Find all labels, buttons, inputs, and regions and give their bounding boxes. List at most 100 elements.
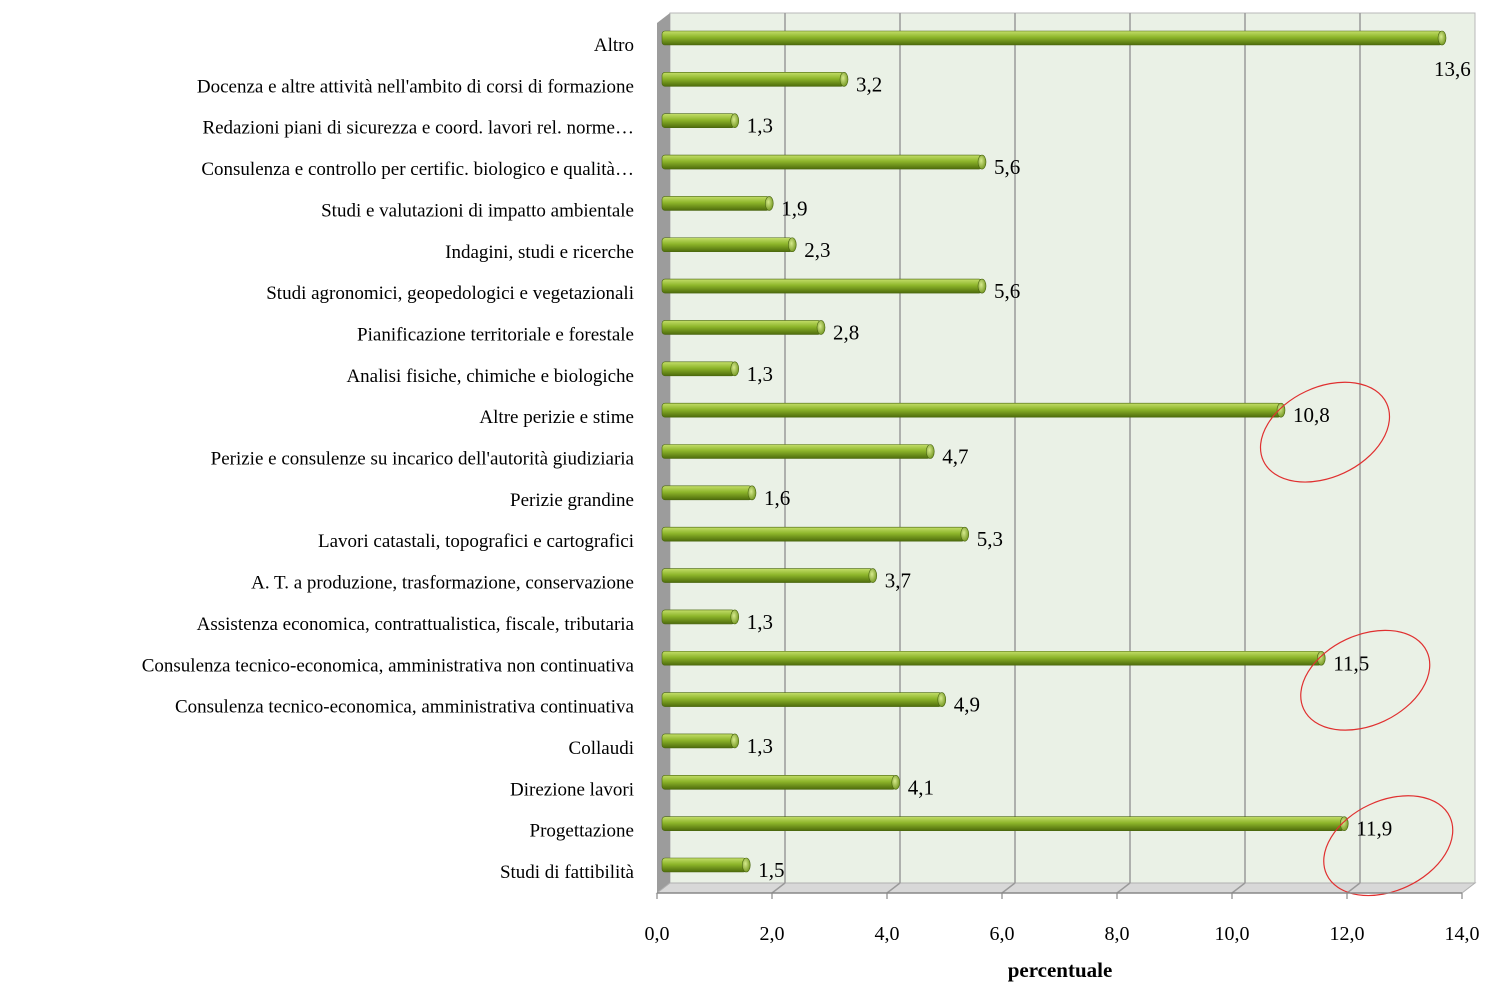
x-axis-title: percentuale [1008,958,1113,982]
value-label: 1,9 [781,196,807,220]
bar [661,774,897,790]
bars [661,30,1447,873]
gridline-floor [886,882,901,894]
category-label: Redazioni piani di sicurezza e coord. la… [202,118,634,139]
value-labels: 13,6 3,2 1,3 5,6 1,9 2,3 5,6 2,8 1,3 10,8 4,7 1,6 5,… [747,57,1471,882]
value-label: 1,3 [747,610,773,634]
bar [661,402,1282,418]
bar-end-cap [787,237,797,253]
value-label: 1,3 [747,734,773,758]
category-label: Studi di fattibilità [500,862,635,883]
category-label: Altro [594,35,634,56]
category-label: Consulenza tecnico-economica, amministra… [142,655,635,676]
bar-end-cap [839,72,849,87]
x-tick-label: 2,0 [760,923,785,945]
gridlines [771,13,1361,894]
x-tick-label: 12,0 [1330,923,1365,945]
gridline-floor [1231,882,1246,894]
x-tick-label: 8,0 [1105,923,1130,945]
value-label: 3,2 [856,72,882,96]
value-label: 5,6 [994,279,1020,303]
category-label: Consulenza tecnico-economica, amministra… [175,697,635,718]
category-label: Perizie grandine [510,490,634,511]
value-label: 11,5 [1333,651,1369,675]
x-tick-label: 10,0 [1215,923,1250,945]
gridline-floor [1346,882,1361,894]
value-label: 10,8 [1293,403,1330,427]
bar-end-cap [730,113,740,128]
value-label: 11,9 [1356,817,1392,841]
bar [661,692,943,707]
bar-end-cap [977,154,987,170]
value-label: 2,3 [804,238,830,262]
value-label: 1,3 [747,362,773,386]
bar [661,72,845,87]
value-label: 4,9 [954,693,980,717]
value-label: 4,1 [908,775,934,799]
value-label: 5,3 [977,527,1003,551]
bar-end-cap [868,568,878,583]
value-label: 1,6 [764,486,790,510]
category-label: Analisi fisiche, chimiche e biologiche [346,366,634,387]
value-label: 3,7 [885,569,911,593]
x-tick-label: 6,0 [990,923,1015,945]
bar-end-cap [1437,30,1447,46]
category-label: Docenza e altre attività nell'ambito di … [197,76,634,97]
bar [661,113,736,128]
category-label: Lavori catastali, topografici e cartogra… [318,531,634,552]
bar [661,154,983,170]
bar-end-cap [764,196,774,211]
bar-end-cap [925,444,935,459]
gridline-floor [771,882,786,894]
x-axis-ticks: 0,0 2,0 4,0 6,0 8,0 10,0 12,0 14,0 [645,893,1480,945]
value-label: 1,3 [747,114,773,138]
bar [661,816,1345,831]
bar [661,196,770,211]
highlight-circle [1259,381,1391,483]
bar [661,30,1443,46]
value-label: 1,5 [758,858,784,882]
x-tick-label: 0,0 [645,923,670,945]
category-label: Perizie e consulenze su incarico dell'au… [211,449,635,470]
category-label: Consulenza e controllo per certific. bio… [201,159,634,180]
value-label: 5,6 [994,155,1020,179]
bar [661,857,747,873]
bar [661,609,736,625]
category-label: Pianificazione territoriale e forestale [357,324,634,345]
category-label: Collaudi [569,738,634,759]
category-label: Direzione lavori [510,779,634,800]
category-label: Studi e valutazioni di impatto ambiental… [321,200,634,221]
highlight-circles [1259,381,1454,897]
highlight-circle [1323,795,1454,897]
bar [661,485,753,501]
bar-end-cap [960,526,970,542]
category-label: Assistenza economica, contrattualistica,… [197,614,635,635]
category-label: A. T. a produzione, trasformazione, cons… [251,573,634,594]
x-tick-label: 4,0 [875,923,900,945]
bar [661,237,793,253]
category-label: Altre perizie e stime [479,407,634,428]
bar-end-cap [747,485,757,501]
bar-end-cap [816,320,826,335]
highlight-circle [1300,629,1431,731]
bar-end-cap [937,692,947,707]
x-tick-label: 14,0 [1445,923,1480,945]
bar [661,650,1322,666]
bar [661,278,983,294]
bar [661,568,874,583]
bar-end-cap [730,733,740,749]
bar [661,361,736,377]
bar-end-cap [977,278,987,294]
value-label: 13,6 [1434,57,1471,81]
bar-end-cap [730,361,740,377]
bar [661,444,931,459]
bar-end-cap [730,609,740,625]
category-labels: Altro Docenza e altre attività nell'ambit… [142,35,635,883]
bar-end-cap [891,774,901,790]
bar [661,526,966,542]
bar [661,733,736,749]
value-label: 4,7 [942,445,968,469]
category-label: Studi agronomici, geopedologici e vegeta… [266,283,634,304]
gridline-floor [1116,882,1131,894]
